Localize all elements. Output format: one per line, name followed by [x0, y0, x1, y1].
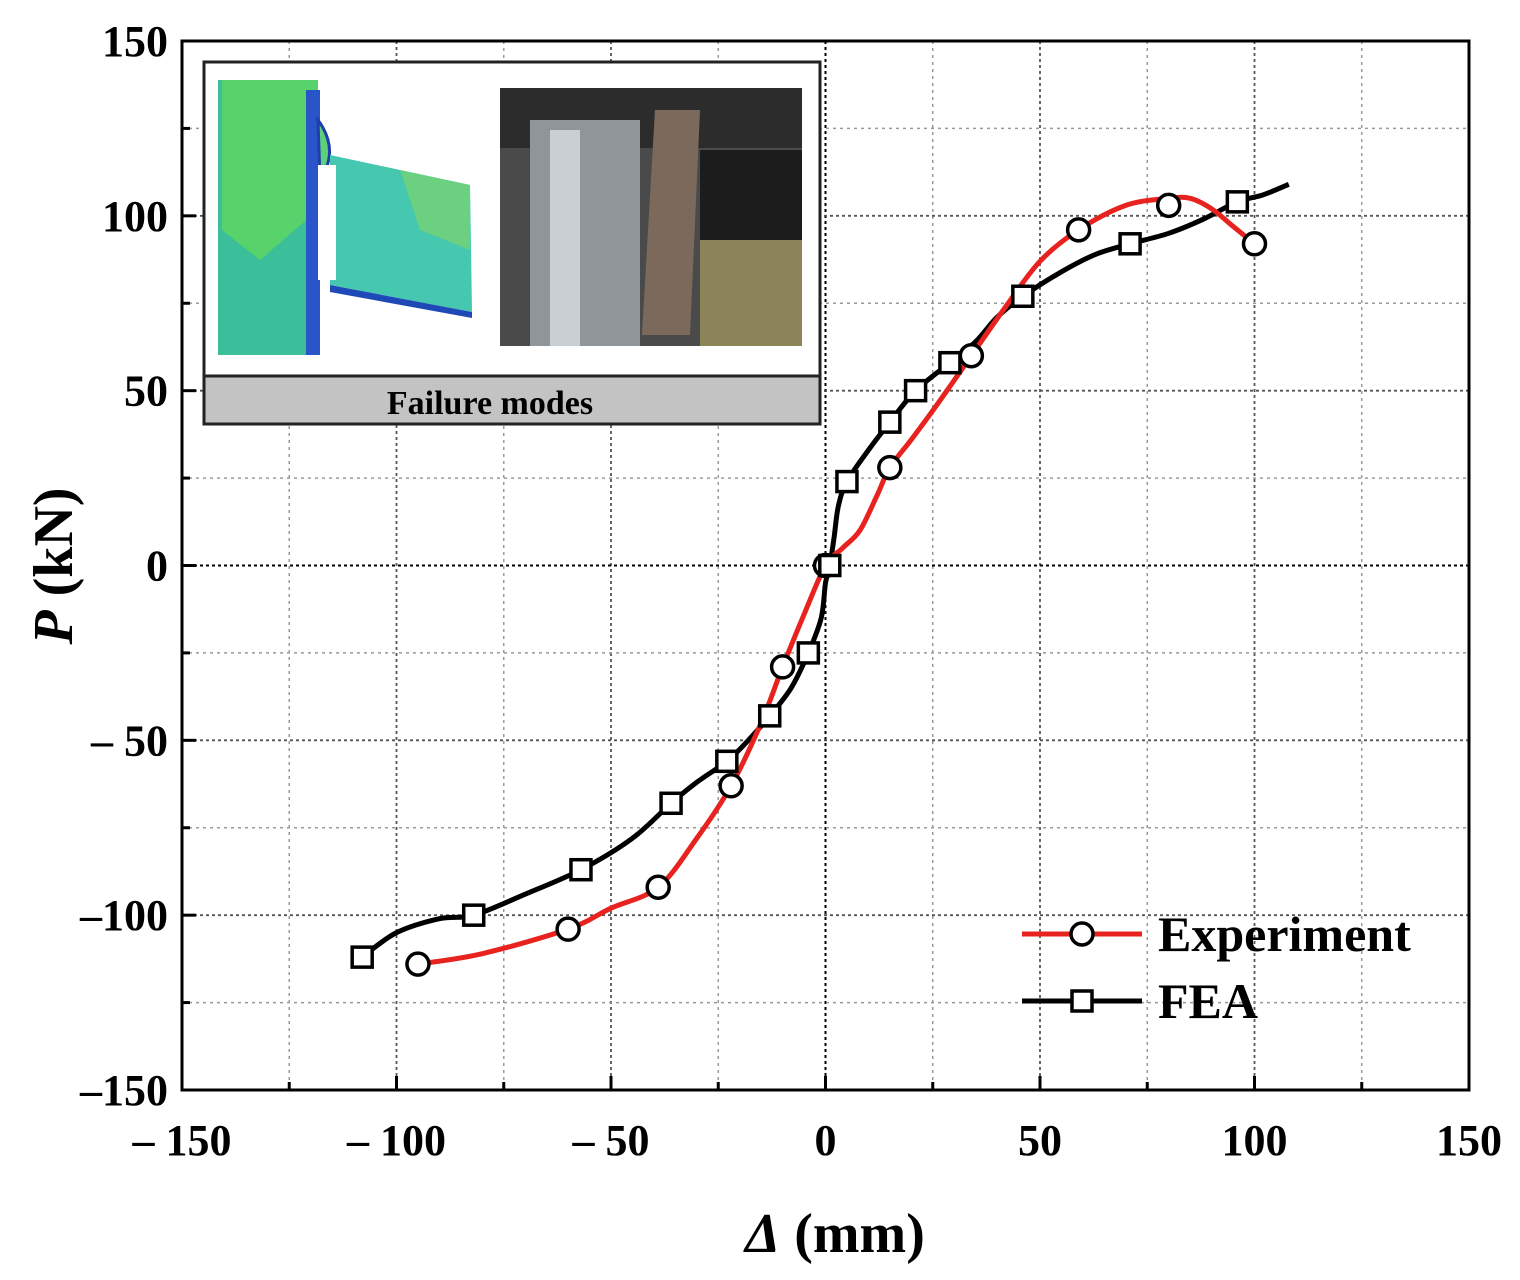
- y-axis-unit: (kN): [23, 487, 85, 610]
- data-point-fea: [1225, 190, 1250, 214]
- fea-beam-highlight: [400, 170, 470, 250]
- photo-beam-end: [642, 110, 700, 335]
- series-line-fea: [360, 182, 1290, 960]
- x-tick-label: 0: [815, 1116, 837, 1165]
- data-point-experiment: [1155, 192, 1182, 219]
- axis-ticks: [180, 39, 1471, 1092]
- x-tick-label: 100: [1222, 1116, 1288, 1165]
- data-point-fea: [835, 469, 859, 494]
- data-point-experiment: [405, 951, 431, 977]
- legend-label-experiment: Experiment: [1158, 906, 1411, 962]
- data-point-fea: [818, 553, 842, 578]
- data-point-fea: [938, 350, 962, 375]
- legend-label-fea: FEA: [1158, 973, 1258, 1029]
- fea-column-edge: [306, 90, 320, 355]
- data-point-experiment: [718, 773, 744, 799]
- fea-beam-flange: [330, 285, 472, 318]
- data-point-experiment: [1241, 231, 1268, 257]
- y-tick-label: –150: [79, 1066, 168, 1115]
- y-tick-label: 50: [124, 367, 168, 416]
- failure-modes-inset: Failure modes: [202, 60, 822, 426]
- y-axis-title: P (kN): [23, 487, 85, 645]
- x-tick-label: 50: [1018, 1116, 1062, 1165]
- data-point-fea: [350, 945, 374, 969]
- fea-column-highlight: [222, 80, 318, 260]
- fea-gap: [318, 165, 336, 280]
- legend-marker-fea: [1070, 989, 1094, 1013]
- legend: Experiment FEA: [1022, 906, 1411, 1029]
- data-point-experiment: [645, 874, 671, 900]
- y-tick-label: 100: [102, 192, 168, 241]
- y-axis-symbol: P: [23, 610, 85, 646]
- x-tick-label: – 150: [132, 1116, 232, 1165]
- photo-floor: [700, 240, 802, 346]
- x-tick-label: 150: [1436, 1116, 1502, 1165]
- data-point-fea: [903, 378, 928, 403]
- data-point-fea: [461, 903, 486, 927]
- y-tick-label: 150: [102, 17, 168, 66]
- data-point-experiment: [769, 654, 796, 680]
- test-photo: [500, 88, 802, 346]
- inset-caption: Failure modes: [387, 385, 593, 422]
- fea-model-picture: [218, 80, 472, 355]
- photo-dark-area: [700, 150, 802, 240]
- data-point-fea: [1118, 232, 1142, 256]
- data-point-experiment: [555, 916, 581, 942]
- data-point-experiment: [958, 342, 985, 369]
- data-point-experiment: [877, 454, 903, 481]
- y-tick-label: – 50: [90, 716, 168, 765]
- series-markers: [350, 190, 1268, 977]
- x-tick-label: – 100: [346, 1116, 446, 1165]
- x-tick-label: – 50: [572, 1116, 650, 1165]
- x-axis-unit: (mm): [780, 1203, 925, 1265]
- photo-column-shine: [550, 130, 580, 346]
- data-point-fea: [796, 641, 821, 665]
- legend-marker-experiment: [1069, 921, 1095, 947]
- x-axis-symbol: Δ: [743, 1203, 780, 1265]
- inset-caption-bar: [202, 374, 822, 426]
- y-tick-label: 0: [146, 542, 168, 591]
- photo-column: [530, 120, 640, 346]
- data-point-fea: [659, 791, 683, 816]
- x-axis-title: Δ (mm): [743, 1203, 925, 1265]
- y-tick-label: –100: [79, 891, 168, 940]
- data-point-experiment: [1065, 217, 1092, 243]
- data-point-fea: [569, 857, 593, 882]
- data-point-fea: [878, 410, 902, 434]
- data-point-fea: [1011, 284, 1035, 309]
- data-point-fea: [715, 749, 739, 774]
- tick-labels: – 150 – 100 – 50 0 50 100 150 –150 –100 – 50 0 50 10…: [79, 17, 1502, 1165]
- data-point-fea: [757, 704, 782, 728]
